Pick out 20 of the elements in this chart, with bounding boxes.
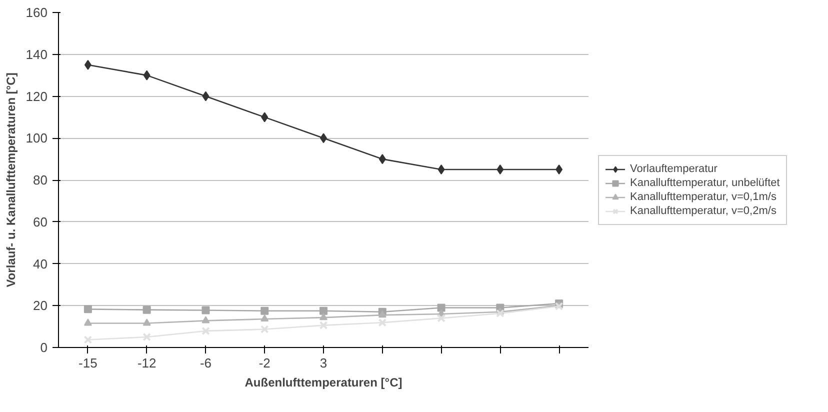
x-tick-label: 3 [320,356,328,370]
legend-label: Kanallufttemperatur, v=0,2m/s [630,204,776,218]
y-tick-label: 0 [40,340,48,355]
legend-label: Kanallufttemperatur, unbelüftet [630,176,780,190]
x-tick-label: -15 [78,356,98,370]
x-tick-label: -2 [258,356,270,370]
legend-label: Kanallufttemperatur, v=0,1m/s [630,190,776,204]
y-axis-title: Vorlauf- u. Kanallufttemperaturen [°C] [4,72,18,288]
x-tick-label: -12 [137,356,156,370]
y-tick-label: 20 [33,298,48,314]
y-tick-label: 160 [26,5,48,20]
y-tick-label: 40 [33,256,48,272]
x-axis-title: Außenlufttemperaturen [°C] [244,376,402,390]
y-tick-label: 120 [26,88,48,104]
y-tick-label: 140 [26,46,48,62]
y-tick-label: 100 [26,130,48,146]
legend-label: Vorlauftemperatur [630,162,718,176]
y-tick-label: 60 [33,214,48,230]
x-tick-label: -6 [200,356,212,370]
y-tick-label: 80 [33,172,48,188]
